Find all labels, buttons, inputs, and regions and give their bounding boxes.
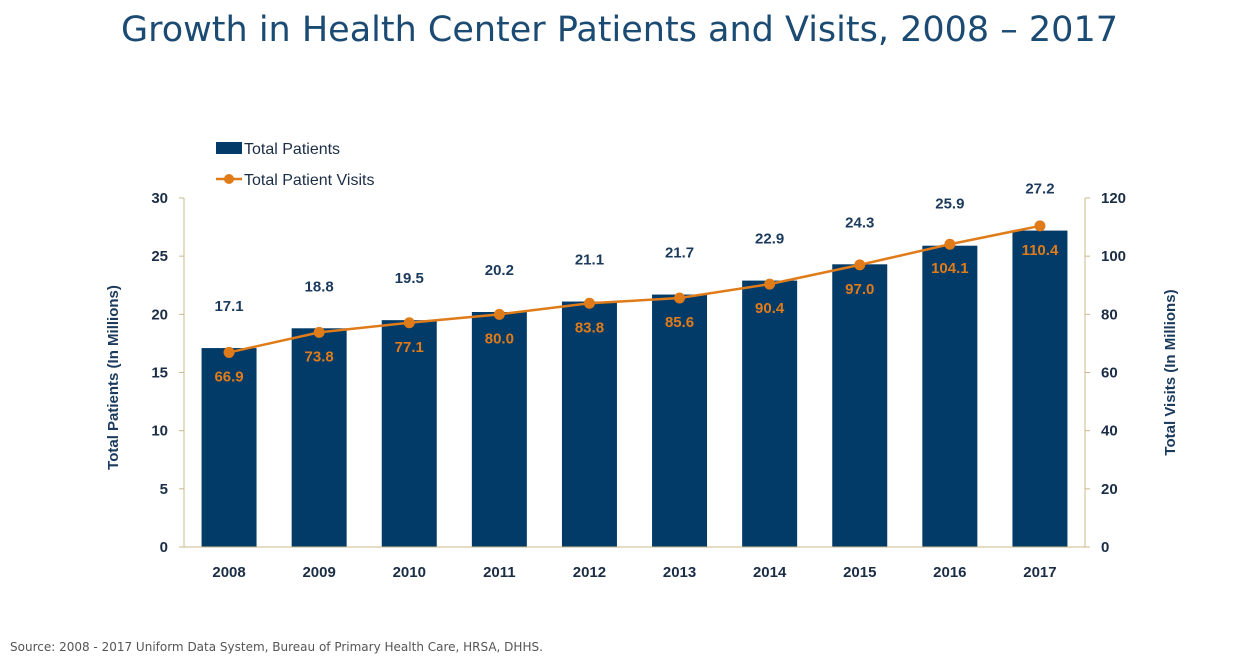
bar-series <box>201 230 1068 548</box>
legend-marker-total-patient-visits <box>224 174 234 184</box>
source-note: Source: 2008 - 2017 Uniform Data System,… <box>10 640 543 654</box>
visits-value-label: 85.6 <box>665 314 694 331</box>
legend-label-total-patients: Total Patients <box>244 141 340 158</box>
axes: 0 5 10 15 20 25 30 0 20 40 60 80 100 120 2008 2009 2010 2… <box>105 190 1179 581</box>
visits-value-label: 73.8 <box>305 348 334 365</box>
bar-2017 <box>1012 230 1068 547</box>
legend-swatch-total-patients <box>216 142 242 154</box>
visits-value-label: 97.0 <box>845 281 874 298</box>
visits-point-2016 <box>944 238 956 250</box>
patients-value-label: 19.5 <box>395 270 424 287</box>
visits-point-2013 <box>674 292 686 304</box>
legend-label-total-patient-visits: Total Patient Visits <box>244 172 374 189</box>
visits-value-label: 90.4 <box>755 300 785 317</box>
patients-value-label: 27.2 <box>1025 181 1054 198</box>
visits-point-2009 <box>313 326 325 338</box>
x-tick-label: 2013 <box>663 564 696 581</box>
visits-point-2014 <box>764 278 776 290</box>
bar-2015 <box>832 264 888 547</box>
bar-2014 <box>742 280 798 547</box>
patients-value-label: 25.9 <box>935 196 964 213</box>
y-tick-label-right: 80 <box>1101 306 1118 323</box>
visits-point-2012 <box>583 297 595 309</box>
x-tick-label: 2016 <box>933 564 966 581</box>
y-tick-label-left: 25 <box>151 248 168 265</box>
line-series <box>223 220 1046 358</box>
visits-value-label: 80.0 <box>485 330 514 347</box>
bar-2011 <box>471 312 527 547</box>
visits-point-2008 <box>223 346 235 358</box>
y-tick-label-left: 0 <box>160 539 168 556</box>
y-tick-label-right: 20 <box>1101 481 1118 498</box>
y-axis-title-left: Total Patients (In Millions) <box>105 285 122 470</box>
visits-value-label: 83.8 <box>575 319 604 336</box>
visits-point-2017 <box>1034 220 1046 232</box>
bar-2008 <box>201 348 257 547</box>
visits-point-2010 <box>403 317 415 329</box>
y-tick-label-left: 30 <box>151 190 168 207</box>
visits-value-label: 110.4 <box>1022 242 1059 259</box>
bar-2010 <box>381 320 437 547</box>
visits-value-label: 104.1 <box>931 260 969 277</box>
x-tick-label: 2008 <box>212 564 245 581</box>
y-tick-label-left: 15 <box>151 365 168 382</box>
x-tick-label: 2012 <box>573 564 606 581</box>
bar-2016 <box>922 245 978 548</box>
patients-value-label: 18.8 <box>305 278 334 295</box>
x-tick-label: 2011 <box>483 564 516 581</box>
bar-2013 <box>652 294 708 547</box>
visits-value-label: 66.9 <box>214 368 243 385</box>
bar-2012 <box>561 301 617 547</box>
patients-value-label: 17.1 <box>214 298 243 315</box>
y-tick-label-left: 10 <box>151 423 168 440</box>
visits-point-2011 <box>493 308 505 320</box>
data-labels: 17.1 18.8 19.5 20.2 21.1 21.7 22.9 24.3 25.9 27.2… <box>214 181 1059 386</box>
patients-value-label: 22.9 <box>755 231 784 248</box>
chart-title: Growth in Health Center Patients and Vis… <box>121 10 1118 50</box>
y-tick-label-right: 0 <box>1101 539 1109 556</box>
y-tick-label-right: 60 <box>1101 365 1118 382</box>
y-tick-label-left: 5 <box>160 481 168 498</box>
y-tick-label-right: 100 <box>1101 248 1126 265</box>
visits-point-2015 <box>854 259 866 271</box>
x-tick-label: 2017 <box>1023 564 1056 581</box>
visits-value-label: 77.1 <box>395 339 424 356</box>
patients-value-label: 21.7 <box>665 245 694 262</box>
y-tick-label-left: 20 <box>151 306 168 323</box>
y-axis-title-right: Total Visits (In Millions) <box>1162 289 1179 455</box>
y-tick-label-right: 120 <box>1101 190 1126 207</box>
legend: Total Patients Total Patient Visits <box>216 141 374 189</box>
visits-line <box>228 224 1041 354</box>
x-tick-label: 2015 <box>843 564 876 581</box>
bar-2009 <box>291 328 347 547</box>
x-tick-label: 2009 <box>302 564 335 581</box>
y-tick-label-right: 40 <box>1101 423 1118 440</box>
x-tick-label: 2014 <box>753 564 787 581</box>
patients-value-label: 24.3 <box>845 214 874 231</box>
patients-value-label: 21.1 <box>575 252 604 269</box>
patients-value-label: 20.2 <box>485 262 514 279</box>
x-tick-label: 2010 <box>393 564 426 581</box>
